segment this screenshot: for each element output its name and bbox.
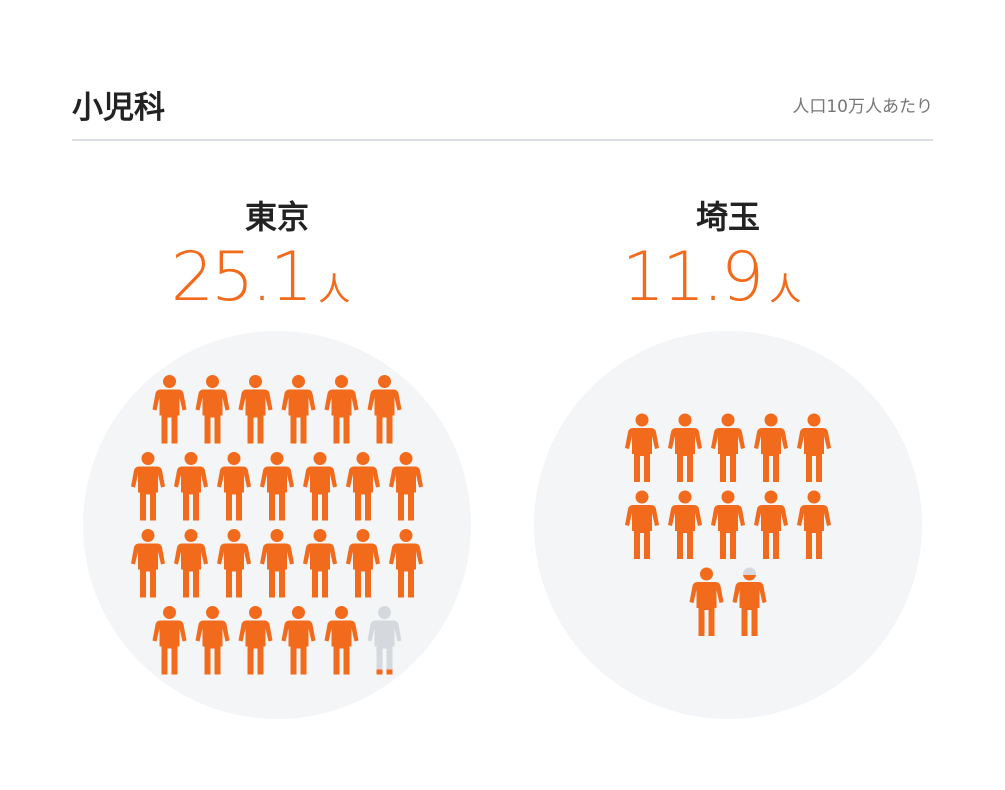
person-icon — [625, 413, 659, 482]
person-icon — [281, 606, 316, 675]
person-icon — [217, 452, 251, 521]
person-icon — [732, 567, 767, 636]
category-label: 埼玉 — [696, 198, 760, 236]
person-icon — [367, 375, 402, 444]
person-icon — [389, 452, 423, 521]
person-icon — [324, 375, 359, 444]
person-icon — [797, 413, 831, 482]
person-icon — [711, 413, 745, 482]
person-icon — [797, 490, 831, 559]
unit-label: 人 — [769, 270, 800, 308]
person-icon — [367, 606, 402, 675]
person-icon — [152, 606, 187, 675]
person-icon — [689, 567, 724, 636]
person-icon — [324, 606, 359, 675]
person-icon — [389, 529, 423, 598]
person-icon — [131, 529, 165, 598]
person-icon — [625, 490, 659, 559]
person-icon — [238, 375, 273, 444]
person-icon — [668, 490, 702, 559]
person-icon — [754, 413, 788, 482]
person-icon — [711, 490, 745, 559]
value-label: 25.1 人 — [171, 238, 349, 317]
unit-label: 人 — [318, 270, 349, 308]
person-icon — [217, 529, 251, 598]
background-circle — [83, 331, 471, 719]
person-icon — [260, 452, 294, 521]
chart-title: 小児科 — [72, 90, 165, 126]
person-icon — [174, 452, 208, 521]
person-icon — [346, 529, 380, 598]
person-icon — [346, 452, 380, 521]
person-icon — [303, 452, 337, 521]
person-icon — [260, 529, 294, 598]
person-icon — [281, 375, 316, 444]
chart-subtitle: 人口10万人あたり — [792, 97, 933, 117]
person-icon — [195, 375, 230, 444]
person-icon — [131, 452, 165, 521]
person-icon — [668, 413, 702, 482]
person-icon — [754, 490, 788, 559]
person-icon — [238, 606, 273, 675]
category-label: 東京 — [245, 198, 309, 236]
person-icon — [174, 529, 208, 598]
person-icon — [303, 529, 337, 598]
value-label: 11.9 人 — [622, 238, 800, 317]
person-icon — [195, 606, 230, 675]
person-icon — [152, 375, 187, 444]
